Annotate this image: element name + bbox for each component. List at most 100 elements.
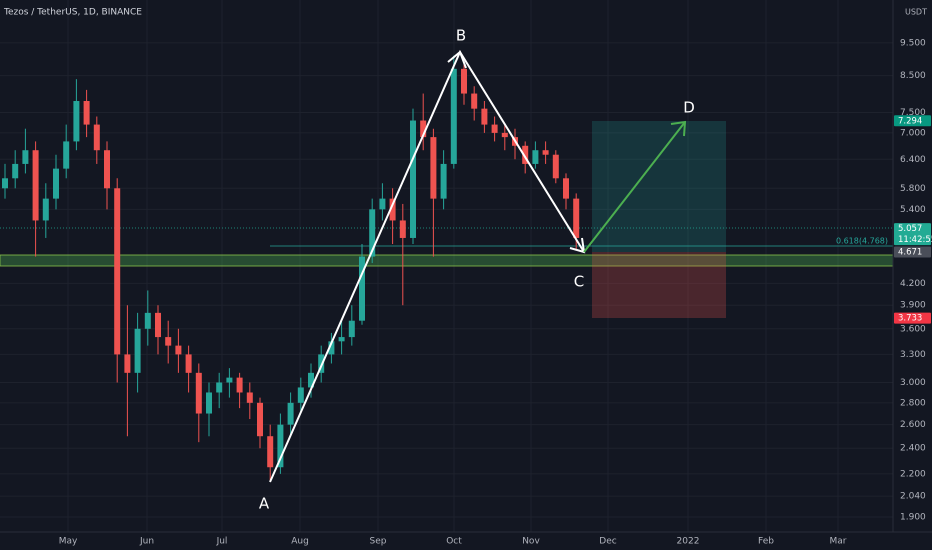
x-tick-label: Jul	[216, 537, 228, 547]
support-zone	[0, 254, 894, 267]
candle-body	[267, 436, 274, 468]
candle-body	[114, 188, 121, 355]
y-tick-label: 3.900	[900, 301, 926, 311]
x-tick-label: Feb	[758, 537, 774, 547]
candle-body	[104, 150, 110, 189]
candle-body	[491, 124, 498, 133]
candle-body	[206, 392, 212, 414]
y-tick-label: 2.040	[900, 492, 926, 502]
price-tag	[894, 312, 931, 324]
y-tick-label: 3.600	[900, 324, 926, 334]
y-tick-label: 2.800	[900, 398, 926, 408]
candle-body	[195, 372, 202, 414]
candle-body	[348, 320, 355, 338]
candle-body	[93, 124, 100, 151]
price-axis	[893, 0, 932, 550]
x-tick-label: Mar	[830, 537, 847, 547]
countdown: 11:42:55	[898, 235, 932, 245]
x-tick-label: Aug	[291, 537, 309, 547]
y-tick-label: 2.200	[900, 469, 926, 479]
candle-body	[552, 154, 559, 179]
x-tick-label: May	[59, 537, 78, 547]
point-label: A	[259, 495, 270, 513]
point-label: B	[456, 27, 466, 45]
candle-body	[542, 150, 549, 155]
candle-body	[22, 150, 29, 164]
candle-body	[63, 141, 70, 169]
fib-label: 0.618(4.768)	[836, 237, 888, 246]
candle-body	[246, 392, 253, 403]
y-tick-label: 6.400	[900, 155, 926, 165]
y-tick-label: 2.400	[900, 444, 926, 454]
symbol-title: Tezos / TetherUS, 1D, BINANCE	[3, 8, 142, 18]
candle-body	[297, 387, 304, 403]
candle-body	[532, 150, 539, 164]
candle-body	[481, 108, 488, 125]
y-tick-label: 7.000	[900, 128, 926, 138]
candle-body	[450, 68, 457, 164]
candle-body	[257, 402, 263, 437]
candle-body	[155, 312, 161, 338]
projection-line	[583, 121, 686, 253]
loss-zone	[592, 252, 726, 318]
candle-body	[226, 377, 233, 383]
arrow-head	[447, 50, 467, 69]
price-tag-label: 5.057	[898, 224, 922, 234]
candle-body	[134, 328, 141, 373]
candle-body	[338, 337, 345, 342]
candle-body	[359, 256, 365, 321]
candle-body	[420, 120, 427, 138]
candle-body	[12, 163, 19, 179]
x-tick-label: Jun	[139, 537, 154, 547]
price-tag-label: 7.294	[898, 116, 922, 126]
y-tick-label: 4.200	[900, 279, 926, 289]
candle-body	[410, 120, 416, 238]
candle-body	[440, 163, 447, 199]
price-tag	[894, 246, 931, 258]
candle-body	[328, 341, 335, 355]
y-tick-label: 1.900	[900, 513, 926, 523]
candle-body	[308, 372, 314, 388]
x-tick-label: Oct	[446, 537, 462, 547]
y-tick-label: 5.800	[900, 184, 926, 194]
y-tick-label: 5.400	[900, 205, 926, 215]
candle-body	[379, 198, 386, 210]
candle-body	[318, 354, 325, 373]
candle-body	[144, 312, 151, 329]
candle-body	[73, 101, 80, 142]
price-tag	[894, 223, 931, 246]
profit-zone	[592, 121, 726, 252]
candle-body	[277, 424, 284, 468]
candle-body	[165, 337, 172, 346]
candle-body	[369, 209, 376, 257]
price-tag-label: 3.733	[898, 314, 922, 324]
x-tick-label: Sep	[370, 537, 387, 547]
candle-body	[399, 220, 406, 238]
candle-body	[287, 402, 294, 425]
y-tick-label: 8.500	[900, 71, 926, 81]
arrow-head	[670, 120, 687, 137]
candle-body	[32, 150, 39, 221]
candle-body	[389, 198, 396, 221]
x-tick-label: Nov	[522, 537, 540, 547]
x-tick-label: Dec	[599, 537, 616, 547]
candle-body	[2, 178, 8, 189]
y-tick-label: 3.300	[900, 350, 926, 360]
candle-body	[501, 132, 508, 138]
x-tick-label: 2022	[677, 537, 700, 547]
candle-body	[461, 68, 467, 94]
currency: USDT	[905, 8, 927, 17]
candle-body	[124, 354, 131, 373]
candle-body	[573, 198, 580, 238]
y-tick-label: 7.500	[900, 108, 926, 118]
candle-body	[236, 377, 243, 393]
y-tick-label: 9.500	[900, 38, 926, 48]
point-label: C	[574, 273, 584, 291]
candle-body	[42, 198, 49, 221]
candle-body	[471, 93, 478, 109]
candle-body	[53, 168, 59, 199]
candle-body	[563, 178, 569, 199]
price-tag-label: 4.671	[898, 248, 922, 258]
candle-body	[175, 345, 182, 355]
candle-body	[430, 137, 437, 199]
